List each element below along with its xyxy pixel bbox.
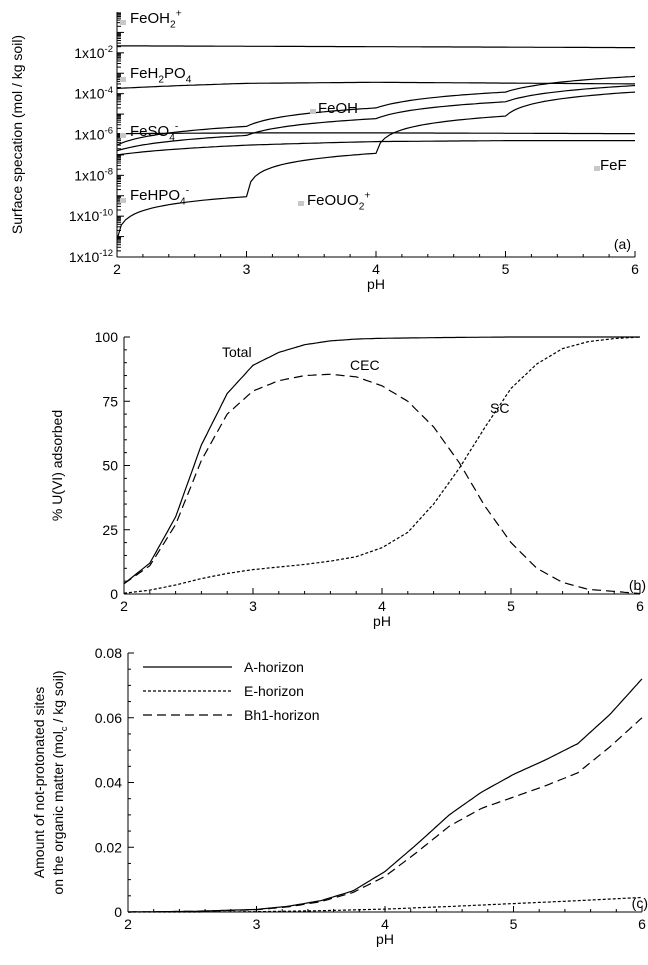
panel-b-series-sc [123, 336, 641, 594]
panel-a-annotation: FeOH [318, 100, 358, 117]
panel-c-series-e-horizon [128, 896, 643, 913]
panel-c-y-tick-label: 0.06 [95, 710, 122, 726]
panel-a-series-line [116, 132, 636, 135]
panel-c-x-tick-label: 5 [510, 916, 518, 932]
panel-c-y-tick-label: 0.08 [95, 645, 122, 661]
panel-a-annotation-marker [310, 109, 316, 114]
panel-c-y-tick-label: 0.04 [95, 775, 122, 791]
panel-b-x-tick-label: 4 [378, 598, 386, 614]
panel-b-series-total [123, 336, 640, 585]
panel-a-x-tick-label: 4 [372, 261, 380, 277]
panel-a-x-tick-label: 6 [631, 261, 639, 277]
panel-b-x-tick-label: 6 [636, 598, 644, 614]
panel-c-series-a-horizon [128, 678, 643, 913]
panel-b-y-tick-label: 75 [102, 393, 118, 409]
panel-b-series-label: CEC [350, 357, 380, 373]
panel-a-surface-speciation: 2 3 4 5 6 1x10-2 1x10-4 1x10-6 1x10-8 1x10-10 1x10… [9, 9, 639, 292]
panel-c-label: (c) [632, 895, 648, 911]
panel-a-y-tick-label: 1x10-8 [74, 166, 113, 183]
panel-c-y-axis-label-line1: Amount of not-protonated sites [31, 687, 47, 878]
panel-a-annotation-marker [120, 20, 126, 25]
panel-c-x-tick-label: 2 [124, 916, 132, 932]
panel-a-label: (a) [614, 236, 631, 252]
panel-b-y-tick-label: 0 [110, 586, 118, 602]
panel-b-y-axis-label: % U(VI) adsorbed [49, 410, 65, 521]
panel-c-legend-label: Bh1-horizon [244, 707, 320, 723]
panel-c-legend-label: E-horizon [244, 683, 304, 699]
panel-a-y-axis-label: Surface specation (mol / kg soil) [9, 35, 25, 234]
panel-a-annotation-marker [594, 166, 600, 171]
panel-a-series-line [116, 91, 636, 240]
panel-b-x-axis-label: pH [373, 613, 391, 629]
panel-a-series-line [116, 75, 636, 146]
panel-a-annotation-marker [120, 133, 126, 138]
panel-b-series-label: Total [222, 344, 252, 360]
panel-a-x-tick-label: 3 [243, 261, 251, 277]
panel-a-x-axis-label: pH [367, 276, 385, 292]
panel-a-series-line [116, 81, 635, 90]
panel-a-annotation-marker [120, 198, 126, 203]
panel-a-annotation-marker [298, 201, 304, 206]
panel-c-y-tick-label: 0 [114, 904, 122, 920]
panel-a-y-tick-label: 1x10-12 [69, 248, 113, 265]
panel-c-y-tick-label: 0.02 [95, 839, 122, 855]
panel-c-x-tick-label: 6 [638, 916, 646, 932]
panel-a-series-line [116, 84, 636, 152]
panel-a-y-tick-label: 1x10-4 [74, 85, 113, 102]
panel-c-legend-label: A-horizon [244, 659, 304, 675]
panel-a-annotation: FeHPO4- [130, 186, 189, 208]
panel-a-annotation: FeH2PO4 [130, 65, 192, 86]
panel-a-y-tick-label: 1x10-2 [74, 44, 113, 61]
panel-c-x-axis-label: pH [376, 931, 394, 947]
panel-a-annotation: FeF [600, 157, 627, 174]
panel-a-annotation: FeSO4- [130, 122, 178, 144]
panel-b-x-tick-label: 2 [120, 598, 128, 614]
panel-a-y-tick-label: 1x10-6 [74, 126, 113, 143]
panel-c-not-protonated-sites: 2 3 4 5 6 0 0.02 0.04 0.06 0.08 Amount of not-prot… [31, 645, 648, 947]
panel-a-annotation-marker [120, 77, 126, 82]
panel-c-x-tick-label: 3 [253, 916, 261, 932]
panel-b-series-label: SC [490, 400, 509, 416]
panel-c-y-axis-label-line2: on the organic matter (molc / kg soil) [50, 670, 70, 894]
panel-a-x-tick-label: 2 [113, 261, 121, 277]
panel-b-y-tick-label: 25 [102, 522, 118, 538]
panel-b-series-cec [123, 373, 641, 595]
panel-b-y-tick-label: 100 [95, 329, 119, 345]
panel-a-annotation: FeOH2+ [130, 9, 182, 31]
panel-b-uranium-adsorbed: 2 3 4 5 6 0 25 50 75 100 % U(VI) adsorbed pH (b) Tota… [49, 329, 646, 629]
panel-a-annotation: FeOUO2+ [307, 191, 370, 213]
panel-a-series-line [116, 140, 635, 156]
panel-b-x-tick-label: 5 [507, 598, 515, 614]
panel-c-x-tick-label: 4 [381, 916, 389, 932]
panel-a-y-tick-label: 1x10-10 [69, 207, 113, 224]
panel-a-x-tick-label: 5 [502, 261, 510, 277]
panel-b-label: (b) [629, 577, 646, 593]
panel-b-x-tick-label: 3 [249, 598, 257, 614]
panel-b-y-tick-label: 50 [102, 458, 118, 474]
panel-c-series-bh1-horizon [128, 717, 643, 913]
panel-a-series-line [116, 45, 635, 49]
